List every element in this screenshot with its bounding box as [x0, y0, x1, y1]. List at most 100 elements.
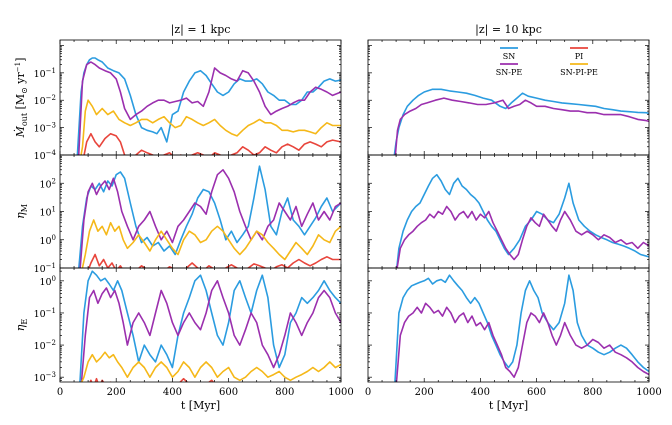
series-line-sn-pe [396, 205, 649, 268]
series-line-sn-pi-pe [80, 99, 341, 155]
y-tick-label: 10−4 [34, 149, 57, 162]
legend-entry-pi: PI [570, 47, 588, 61]
y-label-subscript: E [20, 319, 29, 325]
series-line-sn-pi-pe [80, 351, 341, 382]
series-line-sn-pe [395, 302, 649, 382]
y-tick-exp: 0 [52, 234, 56, 242]
y-tick-exp: −1 [46, 262, 56, 270]
y-tick-base: 10 [39, 277, 51, 288]
y-tick-exp: −2 [46, 339, 56, 347]
series-line-sn-pe [77, 61, 341, 155]
y-tick-exp: −1 [46, 307, 56, 315]
y-tick-label: 10−1 [34, 307, 56, 320]
panel-r1-c1 [367, 154, 650, 269]
y-tick-exp: −1 [46, 67, 56, 75]
column-title: |z| = 10 kpc [475, 23, 542, 37]
y-axis-label: ηM [14, 204, 29, 219]
panel-frame [59, 39, 342, 156]
column-title: |z| = 1 kpc [171, 23, 231, 37]
y-tick-exp: −3 [46, 371, 56, 379]
legend-label: PI [575, 52, 584, 61]
x-axis-label: t [Myr] [489, 399, 528, 412]
series-line-sn [79, 270, 341, 382]
x-tick-label: 0 [365, 387, 371, 398]
y-label-symbol: η [14, 324, 27, 331]
y-tick-exp: 2 [52, 177, 56, 185]
y-label-unit-sun: ⊙ [20, 87, 29, 94]
y-tick-label: 10−3 [34, 122, 56, 135]
y-tick-base: 10 [39, 179, 51, 190]
y-label-subscript: out [20, 112, 29, 126]
y-tick-exp: −3 [46, 122, 56, 130]
y-tick-base: 10 [39, 236, 51, 247]
series-line-pi [83, 132, 341, 155]
series-line-sn-pi-pe [81, 219, 341, 268]
x-tick-label: 1000 [636, 387, 661, 398]
legend-label: SN-PI-PE [560, 68, 598, 77]
x-tick-label: 400 [163, 387, 182, 398]
y-tick-base: 10 [34, 124, 46, 135]
series-line-sn-pe [80, 279, 341, 382]
x-tick-label: 1000 [328, 387, 353, 398]
y-tick-base: 10 [34, 341, 46, 352]
y-tick-label: 10−1 [34, 67, 56, 80]
y-label-unit-exp: −1 [14, 62, 22, 72]
y-tick-label: 100 [39, 275, 56, 288]
y-tick-base: 10 [34, 373, 46, 384]
x-tick-label: 600 [219, 387, 238, 398]
y-tick-base: 10 [34, 151, 46, 162]
y-tick-label: 10−2 [34, 94, 56, 107]
panel-frame [367, 267, 650, 383]
y-label-subscript: M [20, 204, 29, 212]
y-label-symbol: η [14, 212, 27, 219]
y-tick-label: 102 [39, 177, 56, 190]
y-tick-exp: 1 [52, 206, 56, 214]
y-tick-base: 10 [34, 69, 46, 80]
legend-label: SN-PE [496, 68, 523, 77]
x-tick-label: 800 [583, 387, 602, 398]
legend-entry-sn-pi-pe: SN-PI-PE [560, 63, 598, 77]
x-tick-label: 200 [107, 387, 126, 398]
y-axis-label: Ṁout [M⊙ yr−1] [13, 58, 29, 139]
series-line-pi [88, 253, 341, 268]
y-tick-label: 100 [39, 234, 56, 247]
series-line-sn [394, 274, 649, 382]
y-tick-base: 10 [34, 309, 46, 320]
x-tick-label: 400 [471, 387, 490, 398]
legend-label: SN [503, 52, 515, 61]
x-tick-label: 0 [57, 387, 63, 398]
x-tick-label: 200 [415, 387, 434, 398]
series-line-sn [393, 88, 649, 155]
y-tick-exp: −2 [46, 94, 56, 102]
y-tick-base: 10 [39, 208, 51, 219]
y-tick-base: 10 [34, 264, 46, 275]
y-tick-exp: 0 [52, 275, 56, 283]
panel-r2-c1 [367, 267, 650, 383]
x-tick-label: 600 [527, 387, 546, 398]
y-label-unit: yr [14, 71, 27, 87]
series-line-sn [395, 173, 649, 268]
panel-r2-c0 [59, 267, 342, 383]
panel-r1-c0 [59, 154, 342, 269]
y-tick-label: 10−3 [34, 371, 56, 384]
panel-frame [59, 267, 342, 383]
legend-entry-sn-pe: SN-PE [496, 63, 523, 77]
x-axis-label: t [Myr] [181, 399, 220, 412]
panel-frame [59, 154, 342, 269]
series-line-sn-pe [79, 169, 341, 268]
y-tick-label: 10−1 [34, 262, 56, 275]
series-line-sn [78, 165, 341, 268]
series-line-sn-pe [394, 97, 649, 155]
x-tick-label: 800 [275, 387, 294, 398]
y-label-unit: [M [14, 94, 27, 113]
y-tick-label: 10−2 [34, 339, 56, 352]
y-tick-exp: −4 [46, 149, 57, 157]
y-label-symbol: Ṁ [13, 125, 27, 138]
y-axis-label: ηE [14, 319, 29, 332]
series-line-sn [76, 57, 341, 155]
panel-r0-c0 [59, 39, 342, 156]
y-label-unit: ] [14, 58, 27, 62]
y-tick-base: 10 [34, 96, 46, 107]
legend-entry-sn: SN [500, 47, 518, 61]
